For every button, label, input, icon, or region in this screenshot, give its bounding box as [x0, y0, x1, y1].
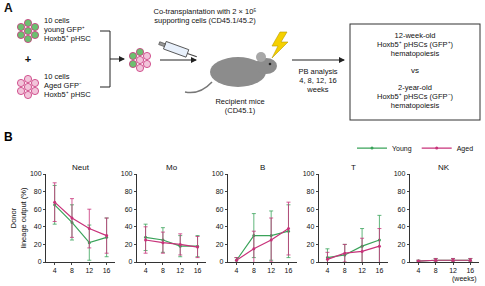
svg-text:12: 12: [358, 267, 366, 274]
svg-text:100: 100: [121, 170, 133, 177]
svg-text:(CD45.1): (CD45.1): [225, 106, 256, 115]
svg-text:T: T: [351, 163, 356, 172]
svg-text:Hoxb5⁺ pHSC: Hoxb5⁺ pHSC: [44, 90, 91, 99]
svg-text:4: 4: [144, 267, 148, 274]
svg-text:A: A: [4, 1, 13, 15]
svg-text:young GFP⁺: young GFP⁺: [44, 25, 85, 34]
svg-text:20: 20: [216, 241, 224, 248]
svg-text:80: 80: [34, 188, 42, 195]
svg-text:0: 0: [220, 258, 224, 265]
svg-text:10 cells: 10 cells: [44, 16, 70, 25]
svg-text:PB analysis: PB analysis: [298, 67, 337, 76]
svg-text:100: 100: [303, 170, 315, 177]
svg-text:0: 0: [129, 258, 133, 265]
svg-text:100: 100: [30, 170, 42, 177]
svg-text:20: 20: [398, 241, 406, 248]
svg-text:4: 4: [235, 267, 239, 274]
svg-text:12: 12: [267, 267, 275, 274]
svg-text:16: 16: [103, 267, 111, 274]
svg-text:hematopoiesis: hematopoiesis: [391, 101, 440, 110]
svg-text:10 cells: 10 cells: [44, 72, 70, 81]
svg-text:12: 12: [176, 267, 184, 274]
svg-text:80: 80: [398, 188, 406, 195]
svg-text:12: 12: [449, 267, 457, 274]
svg-text:(weeks): (weeks): [452, 275, 477, 283]
svg-text:60: 60: [307, 206, 315, 213]
svg-text:NK: NK: [438, 163, 450, 172]
svg-text:Aged: Aged: [457, 145, 473, 153]
svg-text:100: 100: [394, 170, 406, 177]
svg-text:60: 60: [398, 206, 406, 213]
svg-text:80: 80: [216, 188, 224, 195]
svg-text:80: 80: [125, 188, 133, 195]
svg-text:vs: vs: [411, 66, 419, 75]
svg-text:Donorlineage output (%): Donorlineage output (%): [9, 187, 28, 248]
svg-text:Co-transplantation with 2 × 10: Co-transplantation with 2 × 10⁵: [154, 7, 257, 16]
svg-text:80: 80: [307, 188, 315, 195]
svg-text:weeks: weeks: [306, 85, 329, 94]
svg-text:Mo: Mo: [166, 163, 178, 172]
svg-text:0: 0: [38, 258, 42, 265]
svg-text:Hoxb5⁺ pHSCs (GFP⁻): Hoxb5⁺ pHSCs (GFP⁻): [377, 92, 454, 101]
svg-text:0: 0: [310, 258, 314, 265]
svg-text:40: 40: [216, 223, 224, 230]
svg-text:Aged GFP⁻: Aged GFP⁻: [44, 81, 82, 90]
svg-text:20: 20: [125, 241, 133, 248]
svg-text:hematopoiesis: hematopoiesis: [391, 49, 440, 58]
svg-text:supporting cells (CD45.1/45.2): supporting cells (CD45.1/45.2): [154, 16, 256, 25]
svg-text:16: 16: [285, 267, 293, 274]
svg-text:60: 60: [125, 206, 133, 213]
svg-text:16: 16: [466, 267, 474, 274]
svg-text:Young: Young: [392, 145, 412, 153]
svg-text:40: 40: [398, 223, 406, 230]
svg-text:2-year-old: 2-year-old: [398, 83, 432, 92]
svg-text:40: 40: [125, 223, 133, 230]
html-text:B: B: [4, 130, 13, 144]
svg-text:4: 4: [53, 267, 57, 274]
svg-text:40: 40: [307, 223, 315, 230]
svg-text:20: 20: [307, 241, 315, 248]
svg-text:4: 4: [325, 267, 329, 274]
svg-text:Hoxb5⁺ pHSC: Hoxb5⁺ pHSC: [44, 34, 91, 43]
svg-text:12-week-old: 12-week-old: [395, 31, 436, 40]
svg-text:8: 8: [161, 267, 165, 274]
svg-text:40: 40: [34, 223, 42, 230]
svg-text:Neut: Neut: [72, 163, 90, 172]
svg-text:0: 0: [401, 258, 405, 265]
svg-text:100: 100: [212, 170, 224, 177]
svg-text:16: 16: [194, 267, 202, 274]
svg-text:60: 60: [216, 206, 224, 213]
svg-text:+: +: [25, 53, 31, 65]
svg-text:8: 8: [343, 267, 347, 274]
svg-text:4: 4: [416, 267, 420, 274]
svg-text:8: 8: [70, 267, 74, 274]
svg-text:12: 12: [85, 267, 93, 274]
svg-text:Recipient mice: Recipient mice: [215, 97, 264, 106]
svg-text:8: 8: [252, 267, 256, 274]
svg-text:4, 8, 12, 16: 4, 8, 12, 16: [299, 76, 337, 85]
svg-text:B: B: [260, 163, 265, 172]
svg-text:60: 60: [34, 206, 42, 213]
svg-text:20: 20: [34, 241, 42, 248]
svg-text:8: 8: [434, 267, 438, 274]
svg-text:Hoxb5⁺ pHSCs (GFP⁺): Hoxb5⁺ pHSCs (GFP⁺): [377, 40, 454, 49]
svg-text:16: 16: [376, 267, 384, 274]
